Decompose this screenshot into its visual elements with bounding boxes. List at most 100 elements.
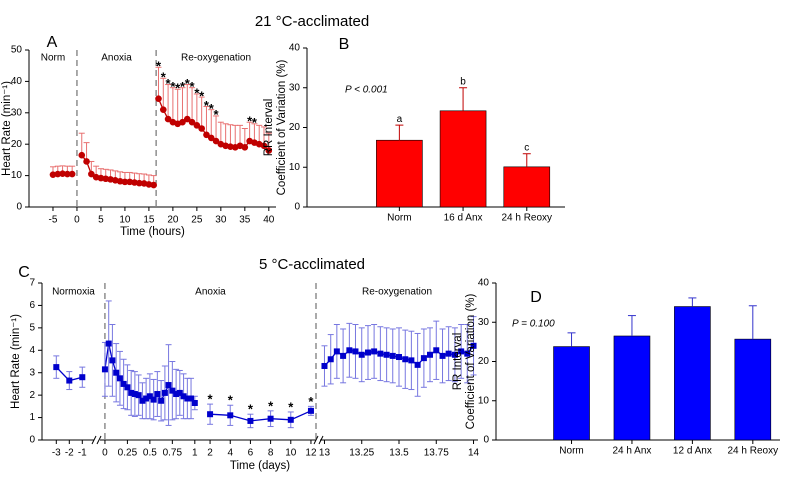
y-tick-label: 0: [16, 202, 22, 213]
marker: [346, 347, 353, 354]
significance-label: *: [166, 76, 172, 91]
marker: [383, 351, 390, 358]
x-tick-label: 6: [248, 448, 254, 459]
x-tick-label: 2: [207, 448, 213, 459]
x-tick-label: -2: [65, 448, 74, 459]
significance-label: *: [156, 59, 162, 74]
x-tick-label: 0: [102, 448, 108, 459]
x-tick-label: 13.5: [389, 448, 409, 459]
marker: [136, 179, 143, 187]
marker: [420, 355, 427, 362]
marker: [128, 389, 135, 396]
phase-label: Re-oxygenation: [181, 53, 251, 64]
x-axis-label: Time (hours): [120, 226, 185, 238]
y-tick-label: 6: [29, 300, 35, 311]
significance-label: *: [209, 101, 215, 116]
marker: [139, 397, 146, 404]
y-tick-label: 0: [294, 202, 300, 213]
section-heading: 21 °C-acclimated: [255, 13, 369, 30]
axis-break: [313, 435, 319, 445]
x-tick-label: 13.75: [424, 448, 449, 459]
y-tick-label: 0: [29, 435, 35, 446]
y-tick-label: 50: [11, 45, 23, 56]
significance-label: *: [194, 85, 200, 100]
marker: [212, 137, 220, 145]
axis-break: [91, 435, 97, 445]
marker: [105, 340, 112, 347]
y-tick-label: 20: [289, 122, 301, 133]
marker: [164, 115, 172, 123]
y-tick-label: 0: [483, 435, 489, 446]
marker: [445, 350, 452, 357]
y-tick-label: 10: [478, 395, 490, 406]
y-tick-label: 1: [29, 412, 35, 423]
significance-label: *: [268, 398, 274, 413]
marker: [109, 357, 116, 364]
significance-label: *: [190, 79, 196, 94]
x-axis-label: Time (days): [230, 460, 290, 472]
panel-letter: D: [530, 289, 542, 306]
marker: [427, 351, 434, 358]
marker: [97, 174, 105, 182]
marker: [433, 347, 440, 354]
marker: [66, 377, 73, 384]
marker: [68, 170, 76, 178]
marker: [143, 395, 150, 402]
y-axis-label: Heart Rate (min⁻¹): [10, 314, 22, 409]
bar: [376, 139, 423, 208]
marker: [333, 348, 340, 355]
marker: [88, 170, 95, 178]
phase-label: Norm: [41, 53, 65, 64]
bar: [439, 110, 487, 208]
x-tick-label: 10: [119, 215, 131, 226]
marker: [155, 95, 162, 102]
marker: [150, 181, 157, 189]
marker: [439, 352, 446, 359]
y-tick-label: 40: [11, 76, 23, 87]
bar: [674, 306, 711, 441]
marker: [260, 142, 268, 150]
y-tick-label: 20: [478, 356, 490, 367]
x-tick-label: 24 h Reoxy: [728, 446, 779, 457]
significance-label: c: [524, 142, 529, 153]
y-tick-label: 5: [29, 322, 35, 333]
marker: [371, 348, 378, 355]
x-tick-label: 15: [143, 215, 155, 226]
marker: [227, 143, 234, 151]
x-tick-label: 35: [239, 215, 251, 226]
bar: [503, 166, 551, 208]
marker: [207, 411, 214, 418]
marker: [198, 125, 205, 132]
x-tick-label: -5: [49, 215, 58, 226]
y-axis-label: RR Interval: [263, 99, 275, 157]
marker: [327, 356, 334, 363]
significance-label: *: [308, 394, 314, 409]
phase-label: Re-oxygenation: [362, 287, 432, 298]
marker: [389, 352, 396, 359]
x-tick-label: 13.25: [349, 448, 374, 459]
marker: [176, 389, 183, 396]
marker: [165, 382, 172, 389]
bar: [734, 338, 772, 441]
marker: [135, 392, 142, 399]
annotation: P = 0.100: [512, 319, 555, 330]
y-tick-label: 10: [11, 170, 23, 181]
significance-label: *: [247, 114, 253, 129]
marker: [158, 397, 165, 404]
significance-label: *: [185, 76, 191, 91]
marker: [191, 399, 198, 406]
phase-label: Normoxia: [52, 287, 95, 298]
marker: [184, 395, 191, 402]
x-tick-label: 10: [285, 448, 297, 459]
y-axis-label: Heart Rate (min⁻¹): [1, 81, 13, 176]
marker: [377, 350, 384, 357]
annotation: P < 0.001: [345, 85, 388, 96]
y-tick-label: 10: [289, 162, 301, 173]
y-axis-label: RR Interval: [452, 333, 464, 391]
marker: [265, 147, 273, 154]
marker: [83, 158, 90, 165]
marker: [188, 118, 196, 126]
x-tick-label: 40: [263, 215, 275, 226]
marker: [451, 351, 458, 358]
x-tick-label: 1: [192, 448, 198, 459]
